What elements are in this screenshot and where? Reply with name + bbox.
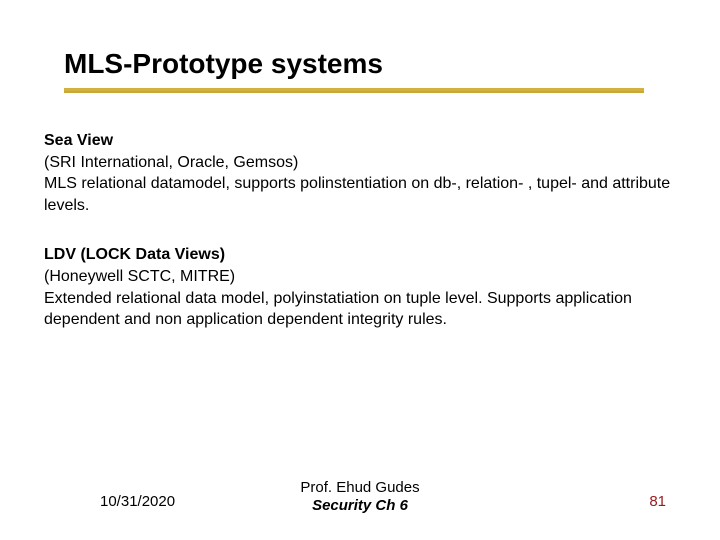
- section-line: (Honeywell SCTC, MITRE): [44, 268, 235, 285]
- section-heading: LDV (LOCK Data Views): [44, 246, 225, 263]
- title-underline: [64, 88, 644, 91]
- section-line: MLS relational datamodel, supports polin…: [44, 175, 670, 214]
- footer-date: 10/31/2020: [100, 493, 175, 510]
- section-sea-view: Sea View (SRI International, Oracle, Gem…: [44, 130, 676, 216]
- footer-center: Prof. Ehud Gudes Security Ch 6: [300, 479, 419, 517]
- section-heading: Sea View: [44, 132, 113, 149]
- slide-body: Sea View (SRI International, Oracle, Gem…: [44, 130, 676, 359]
- footer: 10/31/2020 Prof. Ehud Gudes Security Ch …: [0, 472, 720, 516]
- footer-page-number: 81: [649, 493, 666, 510]
- footer-author: Prof. Ehud Gudes: [300, 479, 419, 498]
- slide-title: MLS-Prototype systems: [64, 48, 383, 80]
- section-line: (SRI International, Oracle, Gemsos): [44, 154, 298, 171]
- slide: MLS-Prototype systems Sea View (SRI Inte…: [0, 0, 720, 540]
- footer-course: Security Ch 6: [300, 497, 419, 516]
- section-line: Extended relational data model, polyinst…: [44, 290, 632, 329]
- section-ldv: LDV (LOCK Data Views) (Honeywell SCTC, M…: [44, 244, 676, 330]
